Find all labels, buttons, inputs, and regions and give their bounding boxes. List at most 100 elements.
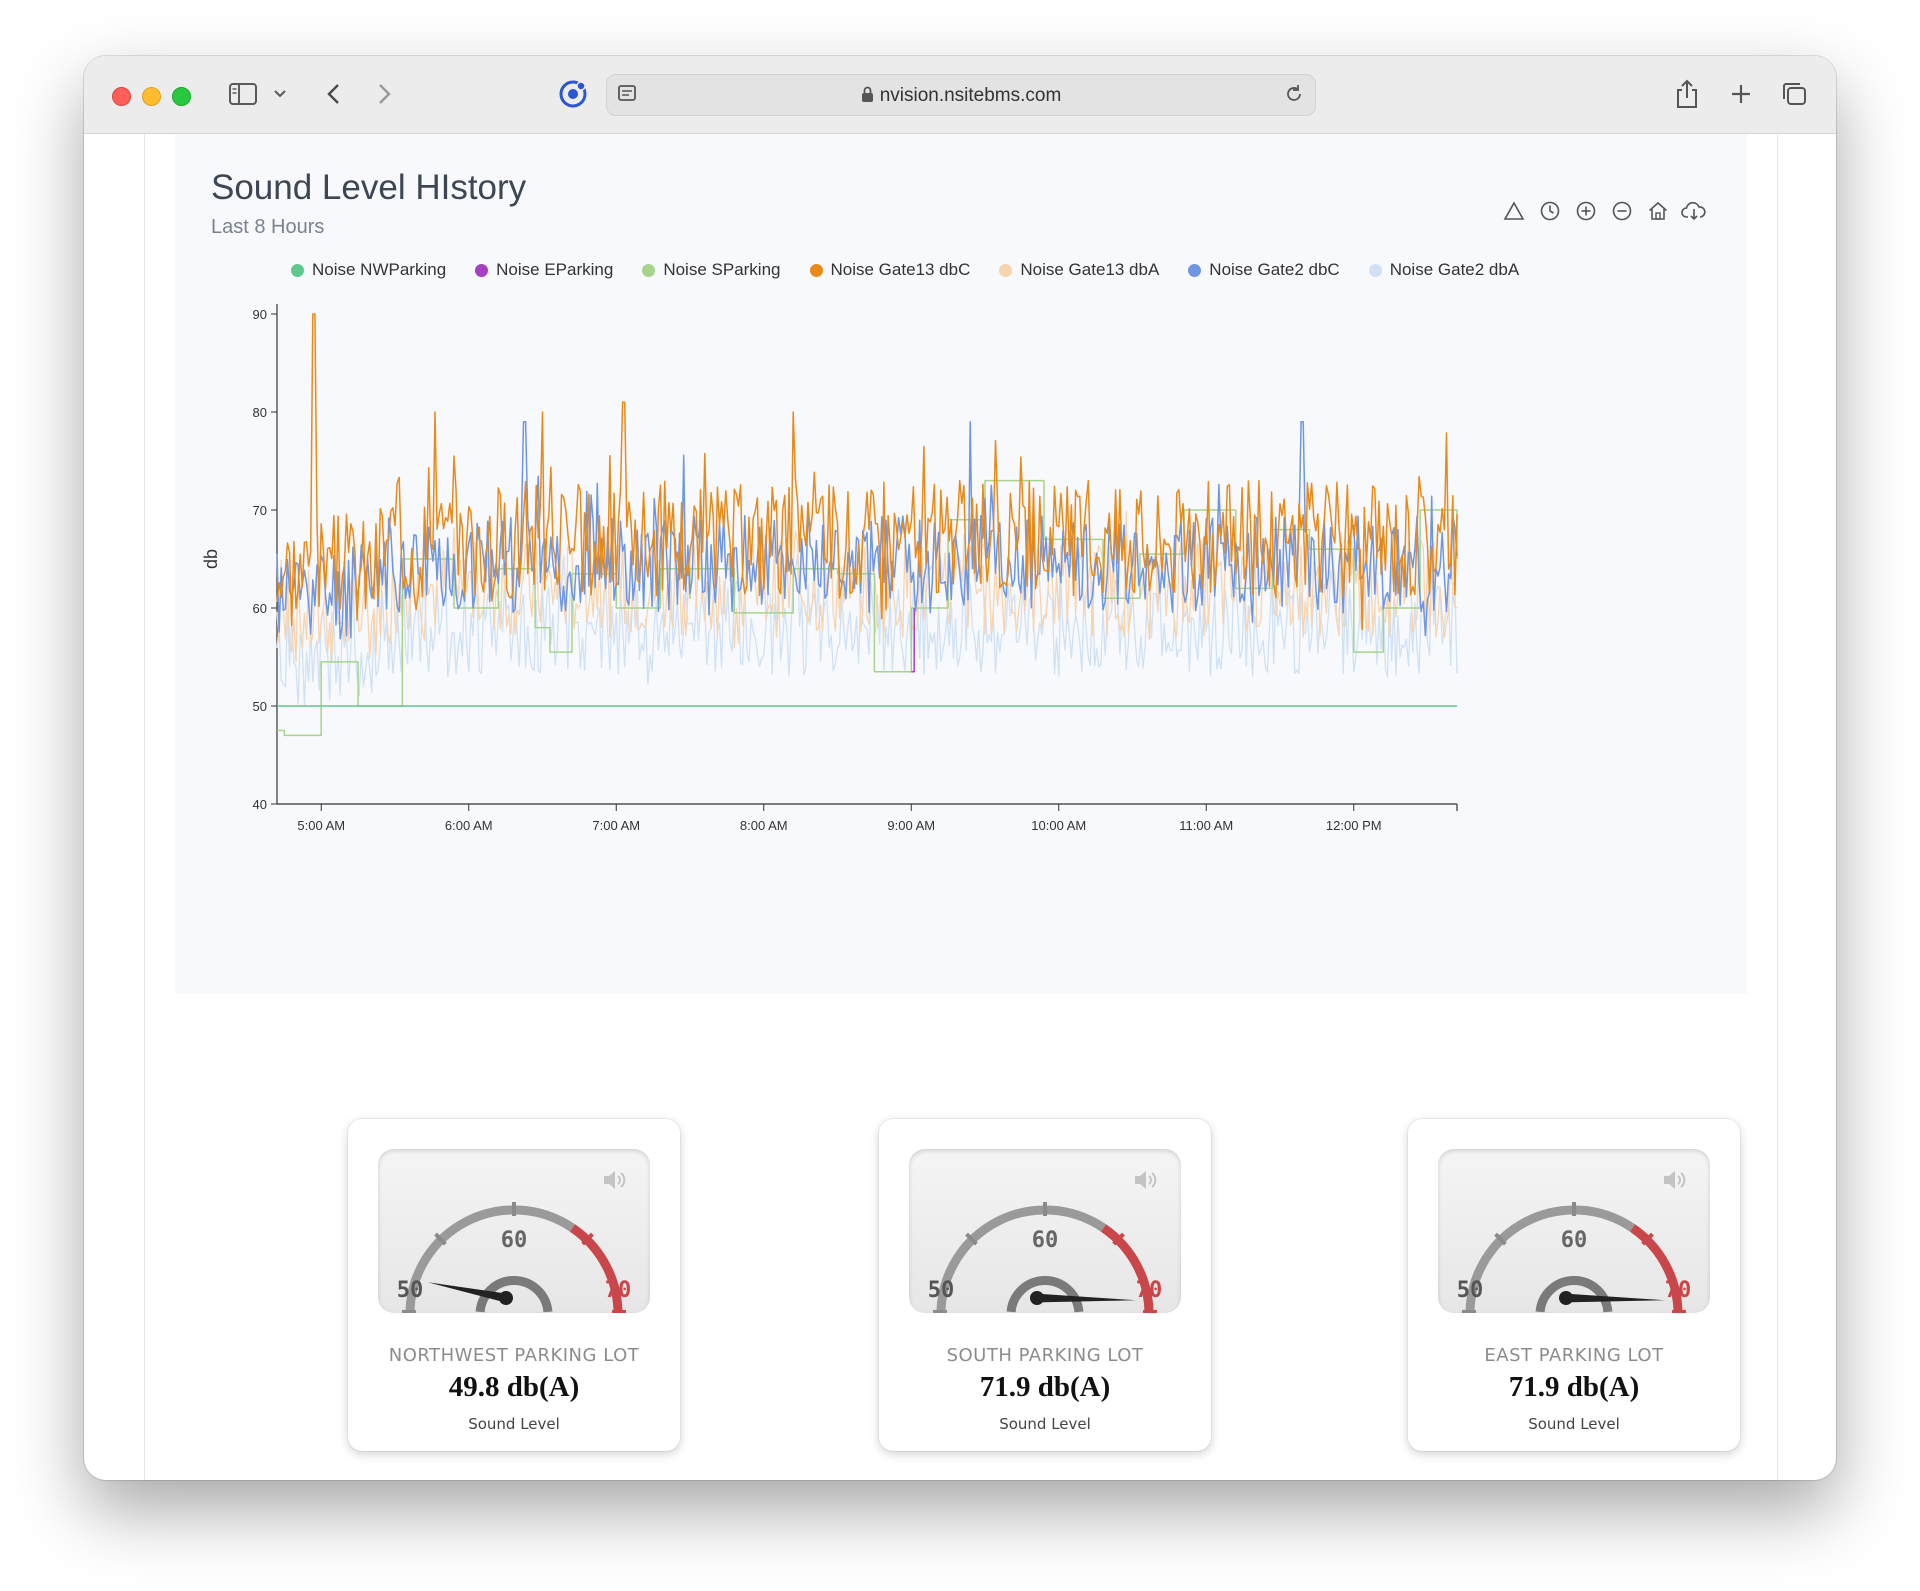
gauge-scale-arc xyxy=(405,1205,576,1313)
url-text: nvision.nsitebms.com xyxy=(607,85,1315,109)
browser-window: nvision.nsitebms.com Sound Level HIstory… xyxy=(84,56,1836,1480)
gauge-card: 50 60 70 EAST PARKING LOT 71.9 db(A) Sound Le… xyxy=(1408,1119,1740,1451)
legend-marker xyxy=(642,263,656,277)
x-tick-label: 8:00 AM xyxy=(740,818,788,833)
reader-icon[interactable] xyxy=(617,83,639,110)
gauge-scale-arc xyxy=(1465,1205,1636,1313)
gauge-danger-arc xyxy=(1629,1224,1683,1313)
gauge-card: 50 60 70 NORTHWEST PARKING LOT 49.8 db(A) Sou… xyxy=(348,1119,680,1451)
gauge-scale-label: 70 xyxy=(1665,1278,1692,1303)
triangle-icon[interactable] xyxy=(1501,198,1527,224)
gauge-scale-label: 60 xyxy=(1032,1228,1059,1253)
gauge-dial: 50 60 70 xyxy=(378,1149,650,1313)
gauge-dial: 50 60 70 xyxy=(1438,1149,1710,1313)
gauge-scale-label: 70 xyxy=(605,1278,632,1303)
chevron-down-icon[interactable] xyxy=(270,78,290,110)
gauge-scale-label: 70 xyxy=(1136,1278,1163,1303)
zoom-in-icon[interactable] xyxy=(1573,198,1599,224)
gauge-reading: 49.8 db(A) xyxy=(448,1371,580,1403)
speaker-icon xyxy=(1664,1171,1686,1189)
reload-icon[interactable] xyxy=(1283,83,1305,110)
x-tick-label: 5:00 AM xyxy=(297,818,345,833)
legend-item[interactable]: Noise NWParking xyxy=(291,260,446,280)
y-tick-label: 70 xyxy=(253,503,267,518)
gauge-location-name: SOUTH PARKING LOT xyxy=(946,1345,1144,1366)
legend-marker xyxy=(291,263,304,277)
y-tick-label: 60 xyxy=(253,601,267,616)
address-bar[interactable]: nvision.nsitebms.com xyxy=(606,74,1316,116)
gauge-needle xyxy=(1036,1293,1136,1303)
gauge-needle xyxy=(427,1282,508,1303)
gauge-scale-label: 50 xyxy=(1457,1278,1484,1303)
gauge-tick xyxy=(965,1232,978,1246)
gauge-scale-arc xyxy=(936,1205,1107,1313)
extension-icon[interactable] xyxy=(556,78,590,110)
new-tab-icon[interactable] xyxy=(1726,78,1756,110)
chart-subtitle: Last 8 Hours xyxy=(211,216,325,238)
share-icon[interactable] xyxy=(1672,78,1702,110)
legend-marker xyxy=(1368,263,1382,277)
gauge-caption: Sound Level xyxy=(468,1415,560,1433)
x-tick-label: 12:00 PM xyxy=(1326,818,1382,833)
gauge-tick xyxy=(581,1232,594,1246)
y-tick-label: 80 xyxy=(253,405,267,420)
legend-item[interactable]: Noise Gate2 dbA xyxy=(1368,260,1520,280)
x-tick-label: 11:00 AM xyxy=(1179,818,1233,833)
series-line xyxy=(911,608,915,673)
legend-item[interactable]: Noise Gate13 dbC xyxy=(809,260,970,280)
gauge-dial: 50 60 70 xyxy=(909,1149,1181,1313)
legend-item[interactable]: Noise SParking xyxy=(642,260,781,280)
page-content: Sound Level HIstory Last 8 Hours xyxy=(144,134,1778,1480)
gauge-caption: Sound Level xyxy=(999,1415,1091,1433)
chart-title: Sound Level HIstory xyxy=(211,168,527,207)
legend-marker xyxy=(475,263,489,277)
series-line xyxy=(276,511,1458,663)
gauge-caption: Sound Level xyxy=(1528,1415,1620,1433)
zoom-out-icon[interactable] xyxy=(1609,198,1635,224)
zoom-window-button[interactable] xyxy=(172,87,191,106)
series-line xyxy=(276,534,1458,706)
legend-label: Noise Gate2 dbC xyxy=(1209,260,1340,279)
clock-icon[interactable] xyxy=(1537,198,1563,224)
gauge-scale-label: 60 xyxy=(1561,1228,1588,1253)
gauge-hub-arc xyxy=(475,1276,553,1313)
tab-overview-icon[interactable] xyxy=(1778,78,1810,110)
gauge-needle-pivot xyxy=(1030,1291,1044,1305)
y-tick-label: 50 xyxy=(253,699,267,714)
browser-toolbar: nvision.nsitebms.com xyxy=(84,56,1836,134)
legend-label: Noise SParking xyxy=(663,260,781,279)
gauge-scale-label: 60 xyxy=(501,1228,528,1253)
forward-icon[interactable] xyxy=(372,78,398,110)
gauge-scale-label: 50 xyxy=(397,1278,424,1303)
gauge-danger-arc xyxy=(569,1224,623,1313)
legend-item[interactable]: Noise Gate13 dbA xyxy=(999,260,1159,280)
gauge-location-name: EAST PARKING LOT xyxy=(1484,1345,1664,1366)
legend-label: Noise Gate13 dbA xyxy=(1020,260,1160,279)
sound-history-chart-panel: Sound Level HIstory Last 8 Hours xyxy=(175,134,1747,994)
gauge-tick xyxy=(1494,1232,1507,1246)
gauge-card: 50 60 70 SOUTH PARKING LOT 71.9 db(A) Sound L… xyxy=(879,1119,1211,1451)
chart-toolbar xyxy=(1501,198,1707,224)
gauge-reading: 71.9 db(A) xyxy=(1508,1371,1640,1403)
minimize-window-button[interactable] xyxy=(142,87,161,106)
legend-item[interactable]: Noise EParking xyxy=(475,260,613,280)
gauge-tick xyxy=(1112,1232,1125,1246)
sidebar-toggle-icon[interactable] xyxy=(226,78,260,110)
legend-marker xyxy=(999,263,1013,277)
x-tick-label: 7:00 AM xyxy=(592,818,640,833)
gauge-needle-pivot xyxy=(499,1291,513,1305)
gauge-needle xyxy=(1565,1293,1665,1303)
legend-label: Noise NWParking xyxy=(312,260,447,279)
back-icon[interactable] xyxy=(320,78,346,110)
x-tick-label: 6:00 AM xyxy=(445,818,493,833)
legend-label: Noise EParking xyxy=(496,260,614,279)
download-cloud-icon[interactable] xyxy=(1681,198,1707,224)
y-axis-label: db xyxy=(201,549,221,569)
legend-item[interactable]: Noise Gate2 dbC xyxy=(1188,260,1340,280)
close-window-button[interactable] xyxy=(112,87,131,106)
legend-label: Noise Gate2 dbA xyxy=(1389,260,1520,279)
lock-icon xyxy=(861,86,874,109)
speaker-icon xyxy=(1135,1171,1157,1189)
speaker-icon xyxy=(604,1171,626,1189)
home-icon[interactable] xyxy=(1645,198,1671,224)
